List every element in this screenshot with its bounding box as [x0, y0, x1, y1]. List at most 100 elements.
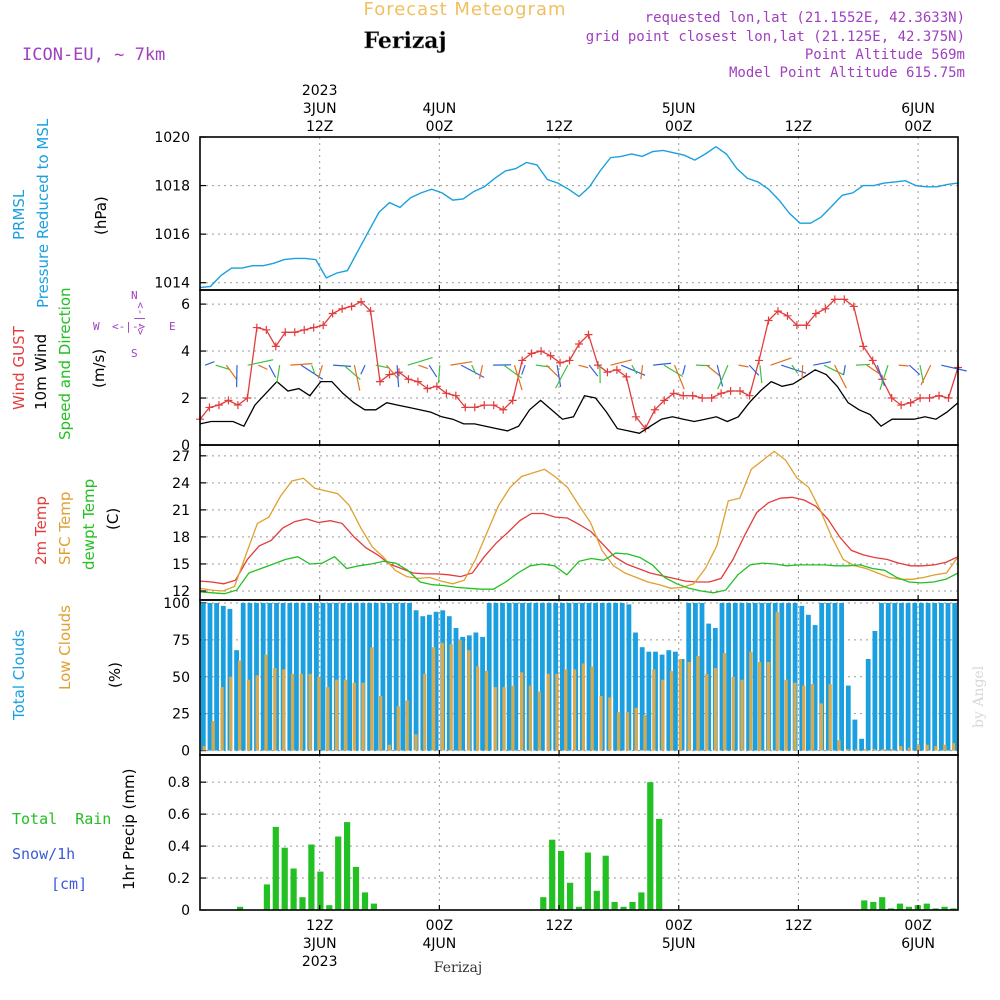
bottom-time-label: 12Z — [785, 918, 812, 934]
gust-marker — [385, 370, 394, 379]
y-tick-label: 27 — [172, 449, 190, 465]
y-tick-label: 1014 — [154, 276, 190, 292]
total-cloud-bar — [726, 603, 731, 751]
precip-bar — [611, 902, 618, 910]
gust-marker — [698, 394, 707, 403]
svg-text:<-|->: <-|-> — [112, 320, 145, 333]
gust-marker — [556, 358, 565, 367]
wind-arrow — [225, 364, 238, 381]
precip-bar — [923, 903, 930, 910]
top-time-label: 12Z — [306, 119, 333, 135]
wind-arrow — [375, 364, 390, 369]
pressure-panel: 1014 1016 1018 1020 — [154, 130, 959, 292]
gust-marker — [319, 321, 328, 330]
low-cloud-bar — [634, 707, 638, 751]
low-cloud-bar — [608, 697, 612, 751]
wind-arrow — [546, 364, 560, 379]
low-cloud-bar — [379, 696, 383, 751]
total-cloud-bar — [340, 603, 346, 751]
gust-marker — [773, 307, 782, 316]
total-cloud-bar — [912, 603, 918, 751]
gust-marker — [660, 396, 669, 405]
y-tick-label: 2 — [181, 391, 190, 407]
low-cloud-bar — [387, 744, 392, 751]
celsius-label: (C) — [104, 508, 122, 530]
total-cloud-bar — [407, 603, 412, 751]
low-cloud-bar — [537, 691, 541, 751]
gust-marker — [935, 391, 944, 400]
temp-dew-label: dewpt Temp — [80, 479, 98, 570]
total-cloud-bar — [865, 659, 871, 751]
total-cloud-bar — [234, 650, 239, 751]
gust-marker — [508, 396, 517, 405]
low-cloud-bar — [264, 654, 268, 751]
low-cloud-bar — [881, 749, 885, 751]
model-point-altitude: Model Point Altitude 615.75m — [729, 65, 965, 81]
low-cloud-bar — [555, 673, 559, 751]
wind-arrow — [855, 363, 870, 366]
wind-arrow — [682, 364, 686, 375]
top-time-label: 00Z — [426, 119, 453, 135]
low-cloud-bar — [890, 749, 894, 751]
y-tick-label: 18 — [172, 530, 190, 546]
low-clouds-label: Low Clouds — [56, 605, 74, 690]
gust-marker — [366, 307, 375, 316]
low-cloud-bar — [431, 647, 436, 751]
gust-marker — [357, 297, 366, 306]
gust-marker — [679, 391, 688, 400]
gust-marker — [717, 389, 726, 398]
gust-marker — [394, 368, 403, 377]
low-cloud-bar — [476, 666, 480, 751]
total-cloud-bar — [759, 603, 765, 751]
wind-arrow — [898, 364, 909, 367]
total-rain-label: Total Rain — [12, 810, 111, 828]
low-cloud-bar — [484, 670, 489, 751]
low-cloud-bar — [361, 682, 365, 751]
precip-bar — [237, 906, 244, 910]
bottom-location-label: Ferizaj — [434, 960, 482, 976]
temperature-panel: 12 15 18 21 24 27 — [172, 444, 959, 601]
gust-marker — [944, 394, 953, 403]
gust-marker — [338, 304, 347, 313]
gust-marker — [243, 394, 252, 403]
bottom-time-label: 6JUN — [901, 936, 935, 952]
wind-arrow — [673, 364, 685, 390]
low-cloud-bar — [696, 656, 700, 751]
low-cloud-bar — [458, 639, 462, 751]
top-time-label: 00Z — [904, 119, 931, 135]
precip-bar — [879, 897, 886, 910]
percent-label: (%) — [106, 662, 124, 688]
bottom-time-label: 00Z — [665, 918, 692, 934]
total-cloud-bar — [905, 603, 911, 751]
precip-bar — [370, 903, 377, 910]
total-cloud-bar — [560, 603, 565, 751]
y-tick-label: 0 — [181, 438, 190, 454]
wind-arrow — [555, 364, 569, 389]
wind-panel: 0 2 4 6 — [181, 289, 967, 454]
compass-e: E — [169, 320, 176, 333]
y-tick-label: 0.4 — [168, 839, 190, 855]
total-cloud-bar — [839, 603, 844, 751]
gust-marker — [413, 377, 422, 386]
gust-marker — [897, 401, 906, 410]
compass-n: N — [131, 289, 138, 302]
gust-marker — [233, 401, 242, 410]
low-cloud-bar — [202, 746, 206, 751]
precip-bar — [593, 890, 600, 910]
gust-marker — [811, 309, 820, 318]
grid-point-coords: grid point closest lon,lat (21.125E, 42.… — [586, 29, 965, 45]
bottom-time-label: 00Z — [426, 918, 453, 934]
total-cloud-bar — [679, 659, 685, 751]
low-cloud-bar — [731, 676, 735, 751]
gust-marker — [309, 323, 318, 332]
total-cloud-bar — [327, 603, 333, 751]
precip-bar — [647, 782, 654, 910]
wind-arrow — [823, 364, 844, 376]
precip-bar — [326, 905, 333, 910]
low-cloud-bar — [775, 611, 779, 751]
y-tick-label: 0 — [181, 903, 190, 919]
gust-marker — [537, 347, 546, 356]
low-cloud-bar — [802, 685, 806, 751]
total-cloud-bar — [393, 603, 399, 751]
y-tick-label: 50 — [172, 670, 190, 686]
